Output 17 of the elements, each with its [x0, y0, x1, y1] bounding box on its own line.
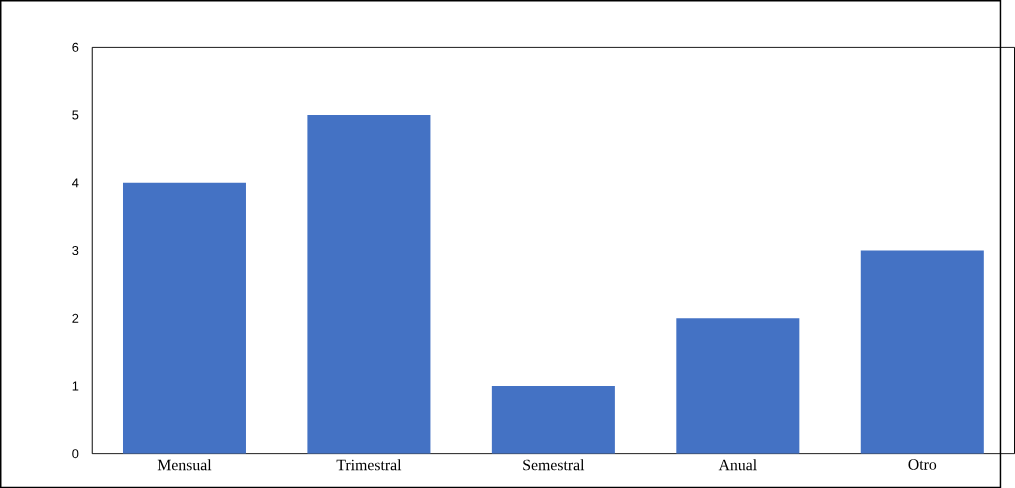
bar	[860, 250, 984, 454]
y-tick-label: 1	[72, 381, 79, 391]
y-tick-label: 3	[72, 245, 79, 255]
x-tick-label: Trimestral	[336, 459, 402, 471]
x-tick-label: Anual	[718, 459, 757, 471]
bar	[122, 182, 246, 454]
bar	[307, 114, 431, 454]
x-tick-label: Semestral	[523, 459, 585, 471]
y-tick-label: 0	[72, 449, 79, 459]
bar	[491, 385, 615, 454]
y-tick-label: 6	[72, 42, 79, 52]
y-tick-label: 2	[72, 313, 79, 323]
y-tick-label: 4	[72, 178, 79, 188]
y-tick-label: 5	[72, 110, 79, 120]
x-tick-label: Mensual	[157, 459, 212, 471]
x-tick-label: Otro	[908, 459, 937, 470]
bar	[676, 318, 800, 454]
